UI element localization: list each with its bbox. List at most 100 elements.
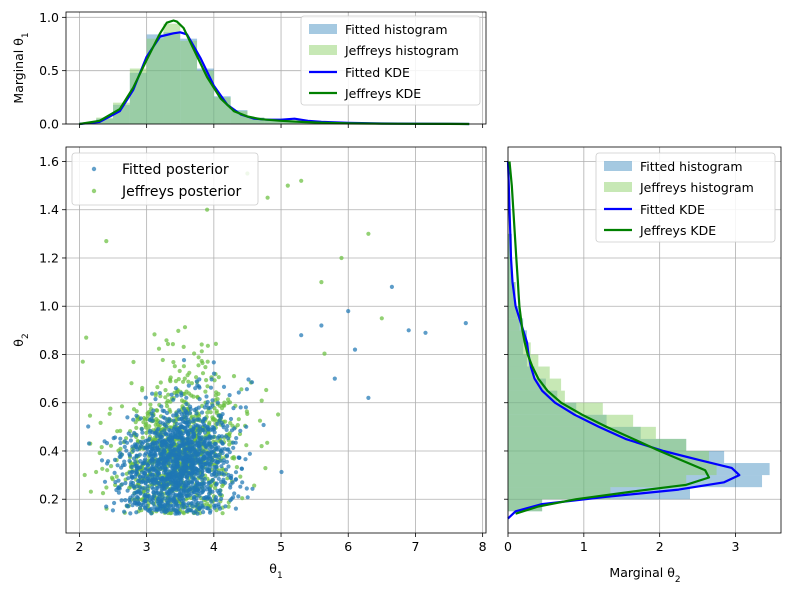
scatter-point — [114, 487, 119, 493]
scatter-point — [234, 436, 239, 441]
scatter-point — [209, 479, 214, 484]
scatter-point — [229, 476, 234, 481]
scatter-point — [222, 403, 227, 408]
scatter-point — [119, 498, 124, 503]
scatter-point — [196, 428, 201, 433]
scatter-point — [177, 503, 182, 509]
legend-label: Jeffreys KDE — [344, 86, 421, 101]
scatter-point — [346, 309, 351, 314]
scatter-point — [147, 478, 152, 483]
scatter-point — [201, 488, 206, 493]
scatter-point — [135, 417, 140, 422]
scatter-point — [170, 342, 175, 347]
scatter-point — [173, 386, 178, 391]
scatter-point — [259, 398, 264, 403]
scatter-point — [132, 497, 137, 502]
scatter-point — [225, 424, 230, 429]
scatter-point — [181, 364, 186, 369]
scatter-point — [174, 421, 179, 426]
main-xlabel: θ1 — [269, 561, 282, 581]
scatter-point — [126, 476, 131, 481]
scatter-point — [178, 488, 184, 493]
scatter-point — [86, 424, 91, 429]
scatter-point — [176, 408, 181, 413]
scatter-point — [177, 497, 182, 502]
scatter-point — [179, 412, 184, 417]
scatter-point — [208, 489, 213, 494]
main-ticks: 2 3 4 5 6 7 8 0.2 0.4 0.6 0.8 1.0 1.2 1.4 1.6 — [39, 154, 487, 554]
scatter-point — [240, 496, 245, 501]
scatter-point — [153, 391, 159, 396]
scatter-point — [119, 404, 125, 409]
scatter-point — [196, 405, 201, 410]
scatter-point — [192, 494, 197, 500]
scatter-point — [190, 458, 195, 463]
scatter-point — [216, 375, 221, 380]
scatter-point — [204, 394, 209, 399]
scatter-point — [124, 503, 129, 508]
scatter-point — [220, 447, 225, 452]
scatter-point — [128, 495, 133, 500]
scatter-point — [108, 443, 114, 448]
y-tick-label: 0.8 — [39, 347, 59, 362]
scatter-point — [150, 391, 155, 396]
scatter-point — [198, 424, 203, 429]
scatter-point — [140, 430, 145, 435]
scatter-point — [165, 489, 170, 494]
scatter-point — [196, 432, 201, 437]
histogram-bar — [508, 487, 611, 500]
scatter-point — [155, 506, 160, 511]
scatter-point — [144, 461, 149, 466]
scatter-point — [189, 381, 194, 386]
scatter-point — [181, 442, 186, 447]
histogram-bar — [508, 450, 709, 464]
x-tick-label: 2 — [656, 539, 664, 554]
scatter-point — [130, 480, 136, 486]
scatter-point — [236, 390, 241, 395]
y-tick-label: 1.0 — [39, 299, 59, 314]
scatter-point — [130, 475, 135, 480]
scatter-point — [163, 395, 168, 400]
scatter-point — [164, 477, 169, 482]
scatter-point — [196, 355, 201, 360]
scatter-point — [143, 425, 148, 430]
scatter-point — [247, 451, 252, 456]
scatter-point — [138, 465, 143, 470]
scatter-point — [216, 391, 221, 396]
scatter-point — [125, 488, 130, 493]
scatter-point — [164, 469, 169, 474]
scatter-point — [219, 464, 224, 469]
scatter-point — [240, 480, 245, 485]
scatter-point — [229, 496, 234, 501]
scatter-point — [113, 435, 118, 440]
legend-label: Fitted KDE — [345, 65, 410, 80]
scatter-point — [222, 400, 227, 405]
main-axes-frame — [65, 146, 487, 534]
scatter-point — [196, 363, 201, 368]
scatter-point — [216, 455, 221, 460]
scatter-point — [202, 476, 207, 482]
scatter-point — [171, 418, 176, 423]
scatter-point — [171, 397, 176, 402]
y-tick-label: 1.2 — [39, 250, 59, 265]
scatter-point — [122, 444, 127, 449]
scatter-point — [252, 483, 257, 488]
scatter-point — [217, 418, 222, 423]
scatter-point — [197, 397, 202, 402]
scatter-point — [215, 460, 220, 465]
scatter-point — [160, 476, 165, 481]
scatter-point — [228, 482, 233, 487]
scatter-point — [216, 472, 221, 477]
scatter-point — [233, 506, 238, 511]
scatter-point — [153, 448, 158, 453]
scatter-point — [141, 420, 146, 425]
histogram-bar — [508, 475, 687, 488]
scatter-point — [195, 440, 200, 445]
scatter-point — [208, 508, 213, 513]
scatter-point — [147, 474, 153, 479]
scatter-point — [209, 499, 214, 504]
scatter-point — [245, 495, 250, 500]
scatter-point — [140, 385, 145, 391]
scatter-point — [220, 511, 225, 516]
scatter-point — [239, 387, 244, 392]
